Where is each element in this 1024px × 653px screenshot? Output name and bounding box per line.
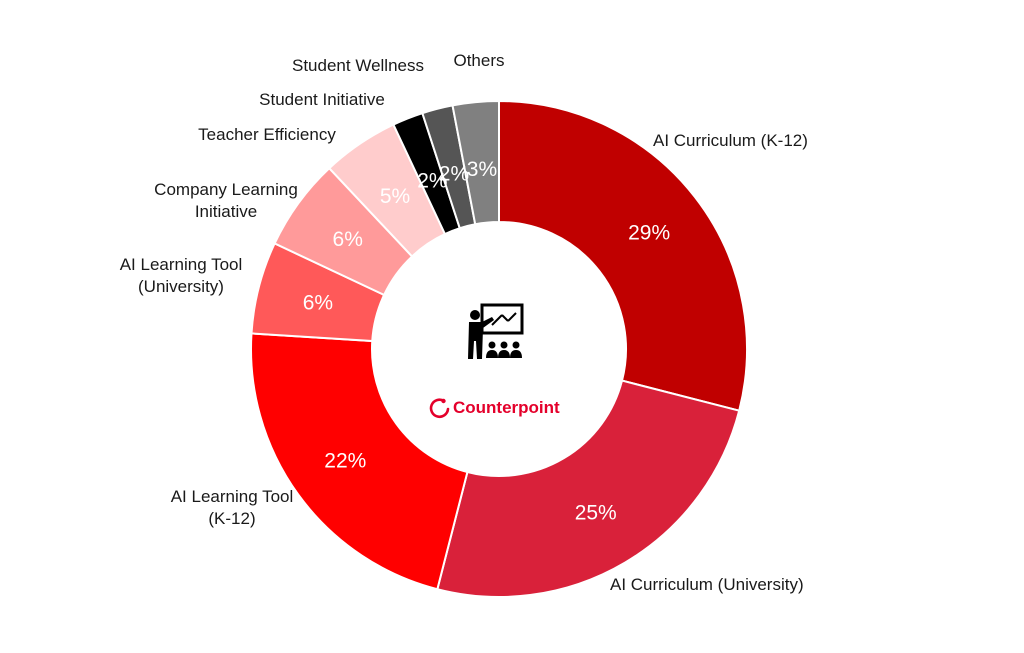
slices-group (250, 99, 748, 598)
category-label-8: Others (453, 51, 504, 70)
slice-8 (451, 99, 500, 226)
category-label-6: Student Initiative (259, 90, 385, 109)
value-label-2: 22% (324, 450, 366, 473)
counterpoint-logo-icon (429, 398, 450, 418)
value-label-5: 5% (380, 185, 410, 208)
brand-name: Counterpoint (453, 398, 560, 417)
value-label-8: 3% (467, 158, 497, 181)
category-label-7: Student Wellness (292, 56, 424, 75)
value-label-4: 6% (333, 228, 363, 251)
category-label-0: AI Curriculum (K-12) (653, 131, 808, 150)
slice-2 (250, 332, 469, 591)
category-labels-group: AI Curriculum (K-12) AI Curriculum (Unive… (120, 51, 808, 594)
slice-0 (498, 99, 748, 412)
value-label-6: 2% (417, 170, 447, 193)
slice-1 (436, 379, 741, 598)
category-label-5: Teacher Efficiency (198, 125, 336, 144)
value-label-1: 25% (575, 502, 617, 525)
category-label-3: AI Learning Tool (University) (120, 255, 243, 296)
teacher-presentation-icon (468, 303, 524, 359)
category-label-1: AI Curriculum (University) (610, 575, 804, 594)
category-label-4: Company Learning Initiative (154, 180, 298, 221)
value-label-7: 2% (439, 163, 469, 186)
value-labels-group: 29%25%22%6%6%5%2%2%3% (303, 158, 670, 525)
category-label-2: AI Learning Tool (K-12) (171, 487, 294, 528)
value-label-0: 29% (628, 222, 670, 245)
value-label-3: 6% (303, 291, 333, 314)
